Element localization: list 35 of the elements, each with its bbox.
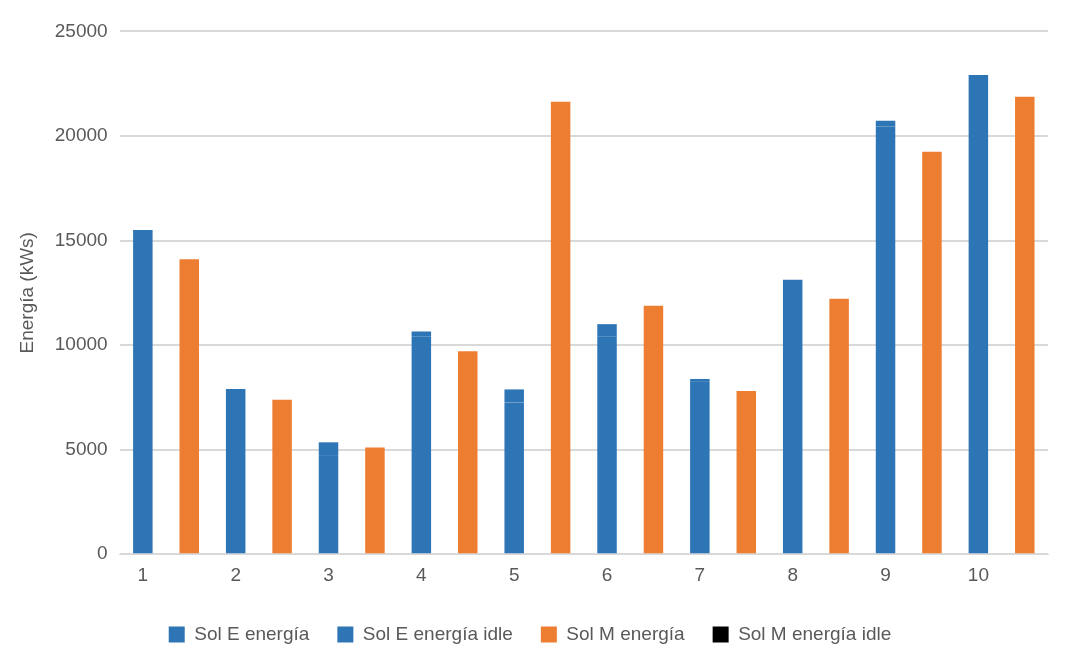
bar: [179, 259, 200, 554]
bar: [550, 101, 571, 554]
bar: [133, 230, 153, 554]
y-tick-label: 15000: [54, 228, 108, 250]
bar: [922, 151, 942, 554]
x-tick-label: 3: [323, 563, 334, 585]
x-tick-label: 1: [137, 563, 149, 585]
bar: [643, 305, 664, 554]
bar: [458, 351, 478, 554]
legend-label: Sol E energía: [194, 622, 310, 644]
y-tick-label: 25000: [54, 19, 108, 41]
x-tick-label: 8: [787, 563, 798, 585]
legend-label: Sol M energía idle: [738, 622, 892, 644]
bar: [365, 447, 385, 554]
bar: [272, 399, 292, 554]
y-tick-label: 0: [97, 542, 108, 564]
x-tick-label: 2: [230, 563, 241, 585]
bar: [690, 381, 710, 554]
bar: [225, 389, 246, 554]
bar: [829, 298, 849, 554]
legend-label: Sol M energía: [566, 622, 686, 644]
x-tick-label: 9: [880, 563, 891, 585]
legend-label: Sol E energía idle: [362, 622, 513, 644]
y-tick-label: 10000: [54, 333, 108, 355]
bar: [1015, 96, 1035, 554]
x-tick-label: 10: [967, 563, 989, 585]
x-tick-label: 6: [601, 563, 613, 585]
bar: [782, 279, 803, 554]
x-tick-label: 5: [508, 563, 520, 585]
x-tick-label: 4: [416, 563, 428, 585]
x-tick-label: 7: [694, 563, 706, 585]
bar: [736, 391, 757, 554]
y-tick-label: 20000: [54, 124, 108, 146]
y-tick-label: 5000: [65, 437, 108, 459]
y-axis-title: Energía (kWs): [15, 232, 37, 354]
